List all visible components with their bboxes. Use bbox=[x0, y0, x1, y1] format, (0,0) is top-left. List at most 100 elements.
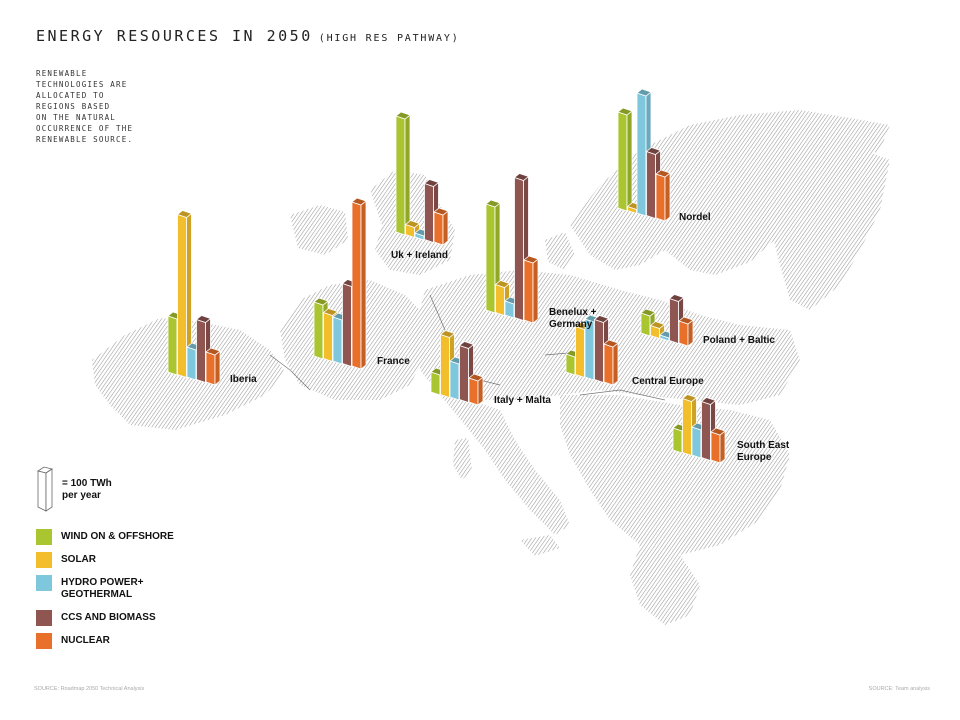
bar-nuclear bbox=[710, 427, 726, 436]
bar-nuclear bbox=[351, 201, 362, 370]
bar-wind bbox=[565, 353, 576, 376]
page-title: ENERGY RESOURCES IN 2050 (HIGH RES PATHWA… bbox=[36, 27, 460, 45]
bar-wind bbox=[167, 315, 178, 376]
map-islands bbox=[453, 438, 472, 480]
bar-nuclear bbox=[719, 430, 726, 464]
legend-item-ccs: CCS AND BIOMASS bbox=[36, 610, 156, 626]
intro-line: regions based bbox=[36, 102, 111, 111]
map-balkans bbox=[560, 395, 790, 555]
bar-ccs bbox=[669, 297, 679, 345]
bar-nuclear bbox=[603, 339, 619, 348]
unit-bar-icon bbox=[37, 466, 53, 512]
intro-line: occurrence of the bbox=[36, 124, 134, 133]
intro-line: on the natural bbox=[36, 113, 117, 122]
bar-nuclear bbox=[351, 197, 367, 206]
border-line bbox=[579, 389, 666, 401]
bar-nuclear bbox=[664, 172, 671, 222]
bar-nuclear bbox=[360, 200, 367, 370]
bar-hydro bbox=[636, 92, 647, 217]
bar-ccs bbox=[645, 147, 662, 155]
title-subtitle: (HIGH RES PATHWAY) bbox=[318, 33, 460, 44]
bar-ccs bbox=[423, 179, 440, 187]
bar-hydro bbox=[636, 88, 652, 97]
bar-nuclear bbox=[205, 347, 221, 356]
source-right: SOURCE: Team analysis bbox=[868, 686, 930, 692]
bar-solar bbox=[649, 321, 666, 329]
bar-solar bbox=[404, 220, 421, 228]
bar-nuclear bbox=[433, 207, 449, 216]
bar-wind bbox=[430, 371, 441, 396]
border-line bbox=[269, 354, 311, 391]
bar-solar bbox=[176, 210, 193, 218]
bar-solar bbox=[681, 394, 698, 402]
bar-nuclear bbox=[205, 351, 216, 386]
bar-nuclear bbox=[214, 350, 221, 386]
legend-swatch-ccs bbox=[36, 610, 52, 626]
bar-wind bbox=[617, 107, 633, 116]
bar-wind bbox=[640, 308, 656, 317]
bar-solar bbox=[575, 325, 585, 379]
unit-label: = 100 TWh per year bbox=[62, 478, 112, 501]
legend-item-solar: SOLAR bbox=[36, 552, 96, 568]
bar-group-benelux-germany bbox=[485, 173, 539, 324]
bar-hydro bbox=[691, 426, 702, 459]
region-label: Nordel bbox=[679, 212, 711, 223]
intro-line: Technologies are bbox=[36, 80, 128, 89]
region-label: Benelux + Germany bbox=[549, 307, 597, 330]
bar-wind bbox=[313, 297, 329, 306]
bar-hydro bbox=[186, 346, 197, 381]
bar-nuclear bbox=[678, 316, 694, 325]
map-east bbox=[760, 145, 890, 310]
bar-ccs bbox=[701, 400, 711, 462]
title-main: ENERGY RESOURCES IN 2050 bbox=[36, 27, 313, 45]
bar-nuclear bbox=[442, 210, 449, 246]
bar-ccs bbox=[514, 176, 524, 322]
bar-wind bbox=[626, 110, 633, 212]
bar-nuclear bbox=[532, 258, 539, 324]
bar-nuclear bbox=[523, 255, 539, 264]
intro-text: Renewable Technologies are allocated to … bbox=[36, 68, 146, 145]
region-label: Poland + Baltic bbox=[703, 335, 775, 346]
bar-ccs bbox=[593, 315, 610, 323]
bar-group-central-europe bbox=[565, 314, 619, 386]
bar-wind bbox=[395, 115, 406, 236]
bar-nuclear bbox=[655, 169, 671, 178]
legend-swatch-nuclear bbox=[36, 633, 52, 649]
map-greece bbox=[630, 545, 700, 625]
bar-wind bbox=[404, 114, 411, 236]
bar-nuclear bbox=[433, 211, 444, 246]
bar-nuclear bbox=[678, 320, 689, 347]
legend-swatch-hydro bbox=[36, 575, 52, 591]
legend-item-nuclear: NUCLEAR bbox=[36, 633, 110, 649]
map-sicily bbox=[520, 535, 560, 556]
region-label: Central Europe bbox=[632, 376, 704, 387]
bar-solar bbox=[495, 283, 505, 317]
bar-solar bbox=[494, 280, 511, 288]
region-label: Iberia bbox=[230, 374, 257, 385]
bar-ccs bbox=[424, 182, 434, 244]
bar-ccs bbox=[646, 150, 656, 220]
bar-group-nordel bbox=[617, 88, 671, 222]
intro-line: renewable source. bbox=[36, 135, 134, 144]
map-denmark bbox=[545, 232, 575, 270]
bar-wind bbox=[485, 203, 496, 314]
bar-ccs bbox=[700, 397, 717, 405]
region-label: South East Europe bbox=[737, 440, 790, 463]
bar-group-uk-ireland bbox=[395, 111, 449, 246]
bar-ccs bbox=[342, 282, 352, 368]
bar-ccs bbox=[195, 315, 212, 323]
bar-wind bbox=[485, 199, 501, 208]
bar-solar bbox=[439, 330, 456, 338]
bar-wind bbox=[640, 312, 651, 337]
bar-ccs bbox=[668, 294, 685, 302]
region-label: Uk + Ireland bbox=[391, 250, 448, 261]
legend-item-hydro: HYDRO POWER+ GEOTHERMAL bbox=[36, 575, 144, 601]
region-label: Italy + Malta bbox=[494, 395, 551, 406]
bar-group-italy-malta bbox=[430, 330, 484, 406]
source-left: SOURCE: Roadmap 2050 Technical Analysis bbox=[34, 686, 145, 692]
bar-wind bbox=[395, 111, 411, 120]
bar-hydro bbox=[332, 316, 343, 365]
map-italy bbox=[440, 395, 570, 535]
bar-group-south-east-europe bbox=[672, 394, 726, 464]
